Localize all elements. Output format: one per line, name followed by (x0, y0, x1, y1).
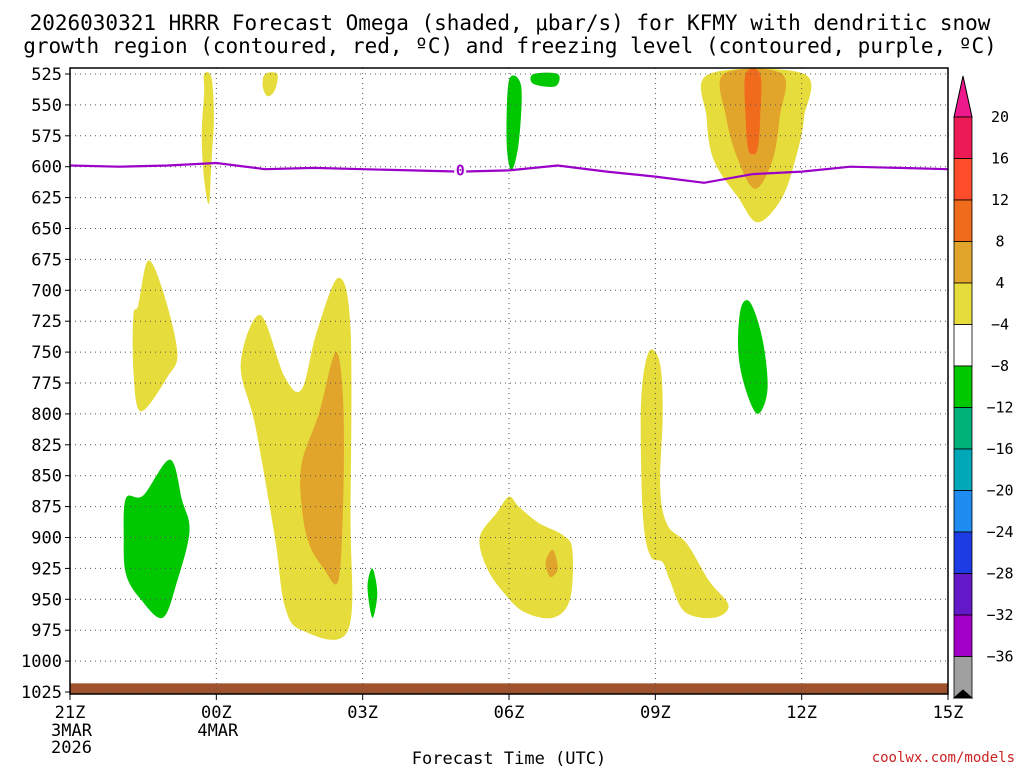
colorbar-swatch-12 (953, 614, 973, 657)
omega-region-12 (506, 75, 522, 171)
omega-shaded-regions (123, 68, 812, 640)
colorbar-label-2: 12 (991, 191, 1009, 209)
freezing-level-layer: 0 (69, 161, 949, 184)
chart-title-line2: growth region (contoured, red, ºC) and f… (23, 34, 997, 58)
colorbar-swatch-5 (953, 324, 973, 367)
colorbar-swatch-9 (953, 490, 973, 533)
omega-region-5 (132, 260, 178, 412)
x-tick-label-09Z: 09Z (640, 703, 671, 723)
x-axis-label: Forecast Time (UTC) (412, 749, 606, 768)
y-tick-label-550: 550 (31, 96, 62, 116)
omega-region-15 (738, 300, 768, 414)
omega-region-9 (479, 496, 574, 619)
colorbar-bottom-arrow (952, 689, 974, 699)
colorbar-label-13: −36 (986, 648, 1013, 666)
y-tick-label-625: 625 (31, 189, 62, 209)
y-tick-label-1000: 1000 (21, 652, 62, 672)
colorbar: 20 16 12 8 4 −4 −8 −12 −16 −20 −24 −28 −32 −36 (952, 75, 1014, 699)
x-tick-label-12Z: 12Z (786, 703, 817, 723)
omega-region-11 (123, 459, 190, 619)
colorbar-swatch-7 (953, 407, 973, 450)
y-tick-label-700: 700 (31, 281, 62, 301)
colorbar-swatch-3 (953, 241, 973, 284)
y-tick-label-575: 575 (31, 127, 62, 147)
freezing-level-label: 0 (456, 161, 465, 179)
y-tick-label-850: 850 (31, 467, 62, 487)
colorbar-swatch-2 (953, 199, 973, 242)
y-tick-label-675: 675 (31, 250, 62, 270)
omega-region-1 (262, 72, 278, 97)
colorbar-label-9: −20 (986, 482, 1013, 500)
y-tick-label-650: 650 (31, 220, 62, 240)
y-tick-label-875: 875 (31, 498, 62, 518)
colorbar-swatch-11 (953, 573, 973, 616)
y-tick-label-725: 725 (31, 312, 62, 332)
colorbar-top-arrow (953, 75, 973, 118)
x-tick-sublabel-00Z: 4MAR (197, 721, 239, 741)
colorbar-swatch-0 (953, 116, 973, 159)
x-tick-sublabel-21Z: 3MAR (51, 721, 93, 741)
chart-title-line1: 2026030321 HRRR Forecast Omega (shaded, … (30, 11, 991, 35)
y-axis-ticks: 525 550 575 600 625 650 675 700 725 750 775 800 825 8… (21, 65, 70, 703)
y-tick-label-750: 750 (31, 343, 62, 363)
colorbar-label-4: 4 (995, 274, 1004, 292)
colorbar-label-11: −28 (986, 565, 1013, 583)
colorbar-label-8: −16 (986, 440, 1013, 458)
colorbar-swatch-6 (953, 365, 973, 408)
colorbar-swatch-10 (953, 531, 973, 574)
omega-region-10 (545, 549, 558, 578)
colorbar-swatch-4 (953, 282, 973, 325)
freezing-level-line (69, 161, 949, 184)
omega-region-13 (530, 72, 560, 87)
colorbar-label-6: −8 (991, 357, 1009, 375)
x-tick-label-15Z: 15Z (933, 703, 964, 723)
colorbar-label-0: 20 (991, 108, 1009, 126)
x-tick-year-21Z: 2026 (51, 738, 92, 758)
colorbar-label-5: −4 (991, 316, 1009, 334)
x-tick-label-00Z: 00Z (201, 703, 232, 723)
y-tick-label-800: 800 (31, 405, 62, 425)
y-tick-label-775: 775 (31, 374, 62, 394)
omega-region-0 (201, 72, 214, 205)
y-tick-label-975: 975 (31, 621, 62, 641)
y-tick-label-950: 950 (31, 590, 62, 610)
omega-region-4 (744, 68, 762, 155)
freezing-level-label-bg (454, 161, 467, 178)
colorbar-label-7: −12 (986, 399, 1013, 417)
omega-region-14 (367, 568, 378, 618)
credit-text: coolwx.com/models (872, 750, 1015, 766)
x-tick-label-03Z: 03Z (347, 703, 378, 723)
x-tick-label-06Z: 06Z (494, 703, 525, 723)
colorbar-swatch-1 (953, 158, 973, 201)
omega-region-7 (300, 351, 344, 585)
y-tick-label-925: 925 (31, 559, 62, 579)
omega-region-8 (640, 349, 729, 619)
y-tick-label-825: 825 (31, 436, 62, 456)
y-tick-label-600: 600 (31, 158, 62, 178)
y-tick-label-525: 525 (31, 65, 62, 85)
y-tick-label-1025: 1025 (21, 683, 62, 703)
colorbar-label-10: −24 (986, 523, 1013, 541)
colorbar-swatch-8 (953, 448, 973, 491)
colorbar-label-1: 16 (991, 150, 1009, 168)
colorbar-label-12: −32 (986, 606, 1013, 624)
y-tick-label-900: 900 (31, 529, 62, 549)
colorbar-label-3: 8 (995, 233, 1004, 251)
x-tick-label-21Z: 21Z (55, 703, 86, 723)
